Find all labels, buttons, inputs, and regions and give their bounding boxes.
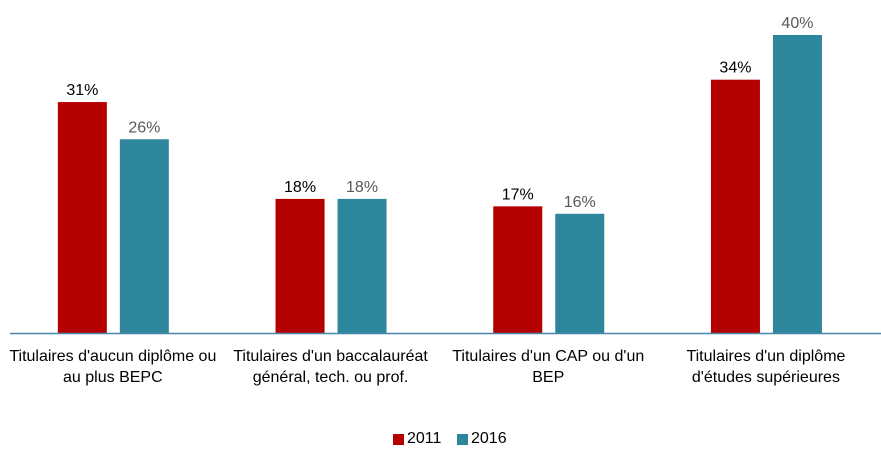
bar [555, 213, 605, 333]
data-label: 34% [719, 60, 751, 77]
legend-label: 2016 [471, 430, 507, 447]
legend-swatch [393, 433, 404, 445]
x-tick-label: Titulaires d'un baccalauréat général, te… [233, 348, 428, 386]
legend-label: 2011 [407, 430, 442, 447]
bar [57, 102, 107, 333]
bar [275, 198, 325, 333]
x-tick-label: Titulaires d'aucun diplôme ou au plus BE… [9, 348, 217, 386]
legend-item: 2011 [393, 429, 441, 449]
data-label: 31% [66, 82, 98, 99]
legend-item: 2016 [457, 429, 507, 449]
bar [772, 35, 822, 333]
data-label: 18% [284, 179, 316, 196]
bar [337, 198, 387, 333]
legend-swatch [457, 433, 468, 445]
x-tick-label: Titulaires d'un diplôme d'études supérie… [686, 348, 846, 386]
bar [119, 139, 169, 333]
data-label: 17% [502, 186, 534, 203]
data-label: 16% [564, 194, 596, 211]
data-label: 18% [346, 179, 378, 196]
data-label: 26% [128, 119, 160, 136]
data-label: 40% [781, 15, 813, 32]
bar [710, 79, 760, 333]
bar [493, 206, 543, 333]
x-tick-label: Titulaires d'un CAP ou d'un BEP [452, 348, 645, 386]
